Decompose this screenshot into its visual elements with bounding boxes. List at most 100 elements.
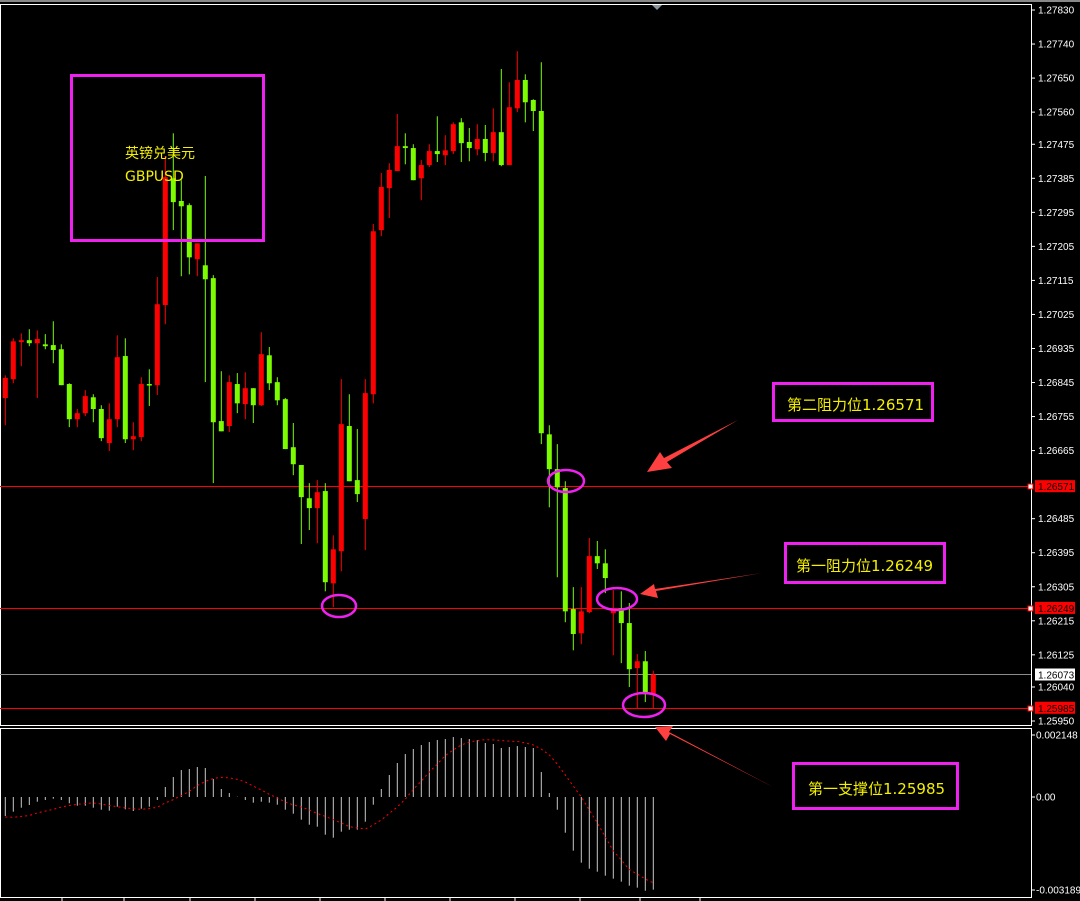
candle [570, 587, 576, 651]
price-tick-label: 1.27295 [1038, 208, 1075, 219]
candle [42, 334, 48, 350]
price-tick-label: 1.26215 [1038, 616, 1075, 627]
candle-body [474, 138, 480, 150]
candle-body [482, 138, 488, 153]
candle [274, 377, 280, 406]
candle-body [90, 397, 96, 410]
candle [410, 144, 416, 181]
candle-body [282, 399, 288, 450]
price-tick-label: 1.27205 [1038, 242, 1075, 253]
arrow-icon [640, 573, 762, 598]
main-chart-frame [0, 4, 1032, 726]
candle-body [530, 100, 536, 111]
resistance-price-badge-bg [1035, 480, 1075, 493]
price-tick-label: 1.27650 [1038, 74, 1075, 85]
candle [266, 346, 272, 391]
price-tick-label: 1.25950 [1038, 717, 1075, 728]
candle-body [290, 447, 296, 465]
candle [554, 444, 560, 578]
candle-body [106, 419, 112, 444]
candle-body [402, 146, 408, 149]
candle [314, 480, 320, 544]
macd-tick-label: 0.002148 [1036, 731, 1078, 742]
candle [90, 394, 96, 423]
candle [202, 176, 208, 383]
resistance-price-badge: 1.26249 [1038, 604, 1075, 615]
candle-body [554, 469, 560, 488]
candle [98, 405, 104, 442]
candle-body [506, 107, 512, 166]
support-price-badge-bg [1035, 701, 1075, 714]
instrument-name-cn: 英镑兑美元 [125, 146, 195, 162]
candle [34, 330, 40, 399]
candle [538, 62, 544, 445]
candle-body [50, 345, 56, 351]
candle [282, 398, 288, 450]
candle-body [122, 356, 128, 440]
current-price-badge-bg [1035, 668, 1075, 681]
candle-body [394, 146, 400, 172]
candle-body [346, 426, 352, 482]
candle-body [226, 382, 232, 427]
shift-marker-icon[interactable] [652, 5, 662, 10]
candle-body [594, 556, 600, 564]
candle [458, 118, 464, 163]
candle-body [642, 661, 648, 695]
candle [10, 338, 16, 384]
price-tick-label: 1.27830 [1038, 6, 1075, 17]
candle [466, 127, 472, 162]
macd-tick-label: 0.00 [1036, 793, 1056, 804]
candle-body [66, 384, 72, 420]
price-tick-label: 1.26125 [1038, 650, 1075, 661]
support-price-badge: 1.25985 [1038, 704, 1075, 715]
candle [498, 68, 504, 167]
candle [322, 483, 328, 592]
candle [514, 51, 520, 113]
price-tick-label: 1.26665 [1038, 446, 1075, 457]
candle-body [2, 377, 8, 399]
candle [338, 379, 344, 572]
candle [146, 369, 152, 406]
candle [586, 537, 592, 614]
candle [490, 108, 496, 162]
candle [58, 344, 64, 386]
price-tick-label: 1.26305 [1038, 582, 1075, 593]
candle [482, 124, 488, 162]
candle-body [154, 304, 160, 386]
price-tick-label: 1.27560 [1038, 108, 1075, 119]
candle [594, 540, 600, 569]
candle-body [522, 79, 528, 103]
candle [530, 99, 536, 132]
macd-signal-line [5, 739, 654, 884]
candle-body [362, 393, 368, 520]
candle-body [546, 434, 552, 470]
price-tick-label: 1.27025 [1038, 310, 1075, 321]
candle [154, 277, 160, 396]
candle-body [650, 674, 656, 695]
candle-body [74, 413, 80, 420]
candle-body [410, 148, 416, 181]
candle [170, 133, 176, 231]
candle-body [610, 610, 616, 614]
price-tick-label: 1.27385 [1038, 174, 1075, 185]
candle-body [138, 384, 144, 437]
candle-body [578, 611, 584, 634]
candle-body [186, 205, 192, 258]
candle-body [234, 384, 240, 404]
resistance-2-label: 第二阻力位1.26571 [772, 382, 934, 422]
candle-body [538, 110, 544, 434]
candle-body [210, 278, 216, 423]
candle-body [218, 421, 224, 432]
candle-body [370, 231, 376, 395]
candle [386, 163, 392, 219]
resistance-price-badge: 1.26571 [1038, 482, 1075, 493]
candle-body [314, 492, 320, 509]
candle [426, 144, 432, 167]
candle [18, 333, 24, 367]
candle-body [418, 165, 424, 179]
candle [242, 372, 248, 420]
candle [138, 377, 144, 442]
price-tick-label: 1.26485 [1038, 514, 1075, 525]
candle-body [258, 354, 264, 406]
